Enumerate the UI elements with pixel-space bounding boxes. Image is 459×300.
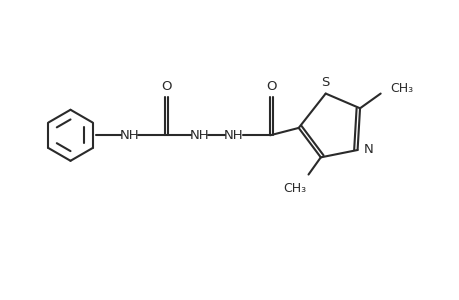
Text: O: O [266,80,276,93]
Text: N: N [363,143,372,157]
Text: O: O [161,80,172,93]
Text: S: S [321,76,329,89]
Text: CH₃: CH₃ [283,182,306,195]
Text: NH: NH [224,129,243,142]
Text: NH: NH [119,129,139,142]
Text: CH₃: CH₃ [390,82,413,95]
Text: NH: NH [190,129,209,142]
